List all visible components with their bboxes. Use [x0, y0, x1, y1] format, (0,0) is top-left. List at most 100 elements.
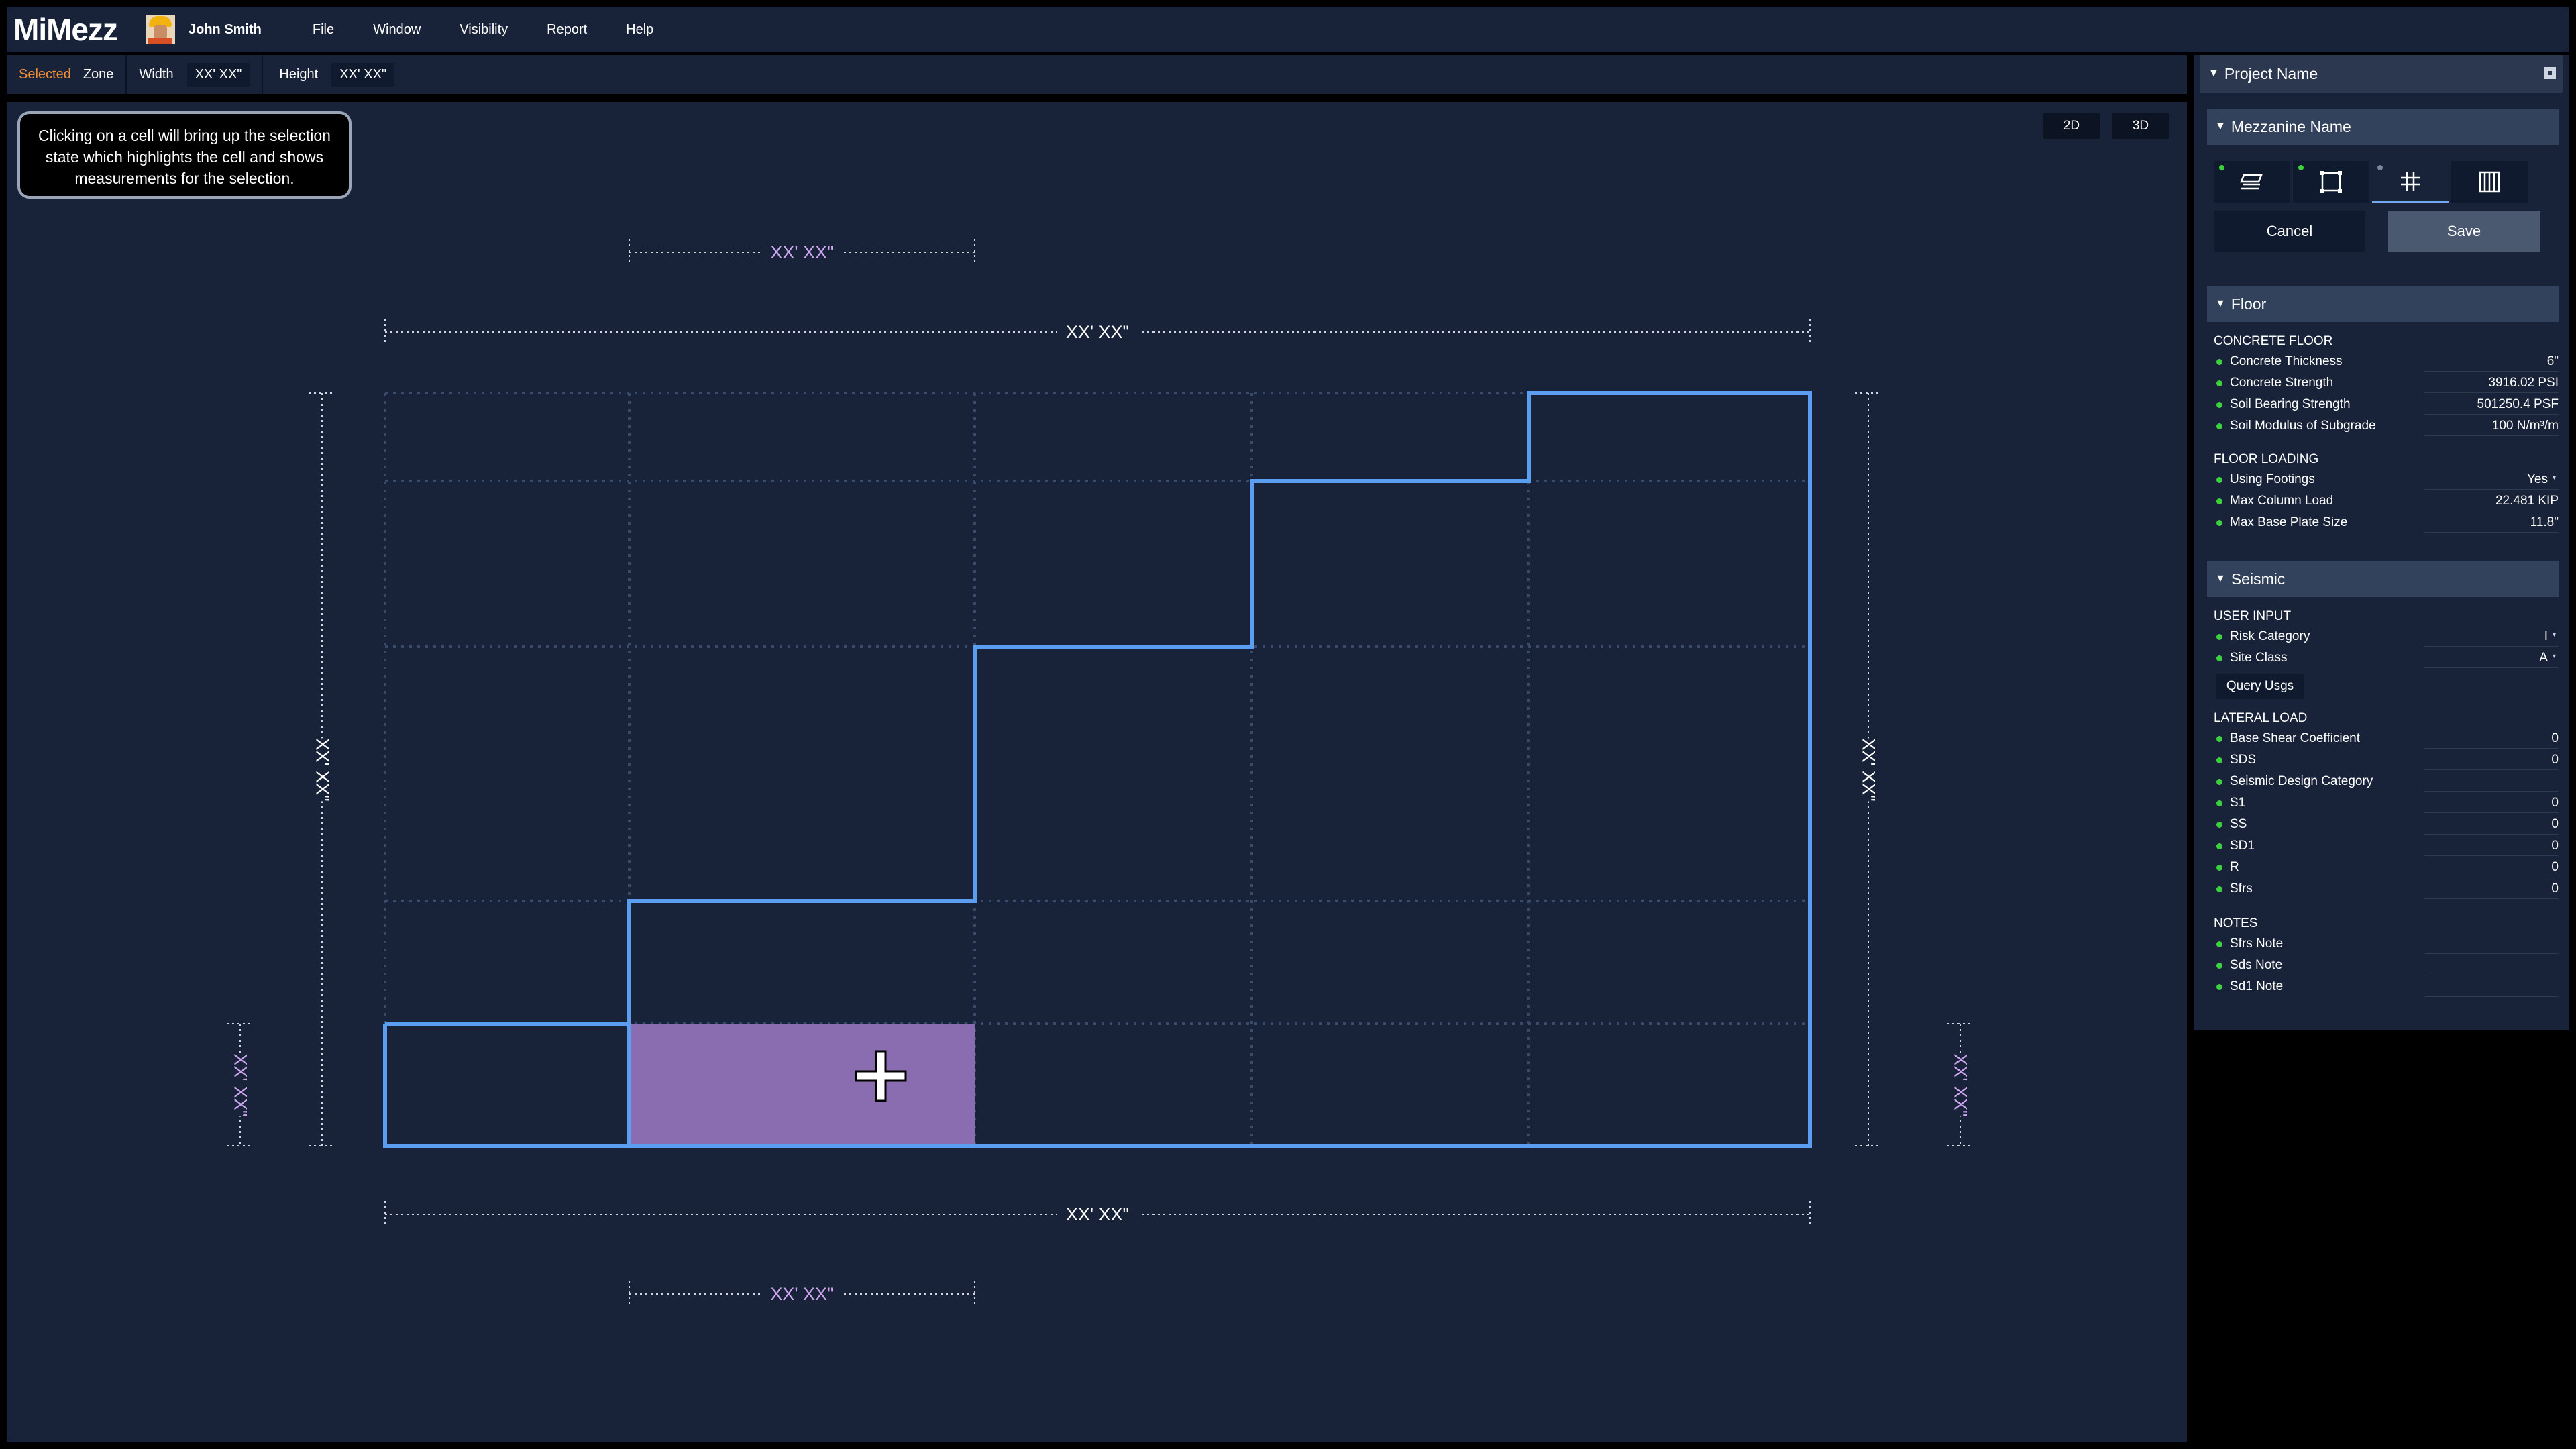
- dimension-lines: [309, 319, 1882, 1228]
- prop-value[interactable]: [2424, 773, 2559, 792]
- dropdown-caret-icon: ▾: [2552, 631, 2556, 639]
- prop-risk-category: Risk Category I ▾: [2216, 628, 2559, 648]
- menu-visibility[interactable]: Visibility: [460, 21, 508, 37]
- prop-select[interactable]: Yes ▾: [2424, 471, 2559, 490]
- grid-icon: [2401, 171, 2420, 191]
- view-2d-button[interactable]: 2D: [2043, 113, 2100, 139]
- seismic-title: Seismic: [2231, 570, 2286, 588]
- status-dot: [2216, 886, 2222, 892]
- mezzanine-name: Mezzanine Name: [2231, 117, 2351, 136]
- panel-close-icon[interactable]: [2544, 67, 2556, 79]
- prop-value[interactable]: 0: [2424, 730, 2559, 749]
- prop-base-shear: Base Shear Coefficient 0: [2216, 730, 2559, 750]
- prop-s1: S1 0: [2216, 794, 2559, 814]
- query-usgs-button[interactable]: Query Usgs: [2216, 674, 2304, 699]
- collapse-triangle-icon: ▼: [2215, 121, 2226, 132]
- prop-value[interactable]: 0: [2424, 794, 2559, 813]
- mezzanine-section: ▼ Mezzanine Name: [2207, 109, 2559, 260]
- tool-railing[interactable]: [2451, 161, 2528, 203]
- prop-value[interactable]: 0: [2424, 859, 2559, 877]
- properties-panel: ▼ Project Name ▼ Mezzanine Name: [2194, 55, 2569, 1030]
- status-dot: [2216, 941, 2222, 947]
- width-segment: Width XX' XX": [127, 55, 264, 94]
- seismic-header[interactable]: ▼ Seismic: [2207, 561, 2559, 597]
- mezzanine-header[interactable]: ▼ Mezzanine Name: [2207, 109, 2559, 145]
- menu-file[interactable]: File: [312, 21, 335, 37]
- lateral-load-label: LATERAL LOAD: [2214, 711, 2308, 725]
- dim-label-left-total: XX' XX": [302, 393, 342, 1146]
- prop-select[interactable]: I ▾: [2424, 628, 2559, 647]
- status-dot: [2216, 843, 2222, 849]
- zone-outline-path[interactable]: [383, 391, 1812, 1148]
- view-3d-button[interactable]: 3D: [2112, 113, 2169, 139]
- height-field[interactable]: XX' XX": [331, 62, 395, 87]
- prop-sds: SDS 0: [2216, 751, 2559, 771]
- menu-help[interactable]: Help: [626, 21, 654, 37]
- project-header[interactable]: ▼ Project Name: [2200, 55, 2563, 93]
- status-dot: [2216, 498, 2222, 504]
- cancel-button[interactable]: Cancel: [2214, 211, 2365, 252]
- prop-name: Sds Note: [2230, 958, 2283, 972]
- app-logo: MiMezz: [13, 12, 118, 47]
- prop-sfrs-note: Sfrs Note: [2216, 935, 2559, 955]
- zone-outline[interactable]: [383, 391, 1812, 1148]
- prop-value[interactable]: 22.481 KIP: [2424, 492, 2559, 511]
- concrete-floor-label: CONCRETE FLOOR: [2214, 334, 2333, 348]
- dropdown-caret-icon: ▾: [2552, 474, 2556, 482]
- prop-select[interactable]: A ▾: [2424, 649, 2559, 668]
- prop-name: Soil Bearing Strength: [2230, 397, 2351, 411]
- user-avatar[interactable]: [146, 15, 175, 44]
- prop-value[interactable]: [2424, 957, 2559, 975]
- prop-value[interactable]: 0: [2424, 816, 2559, 835]
- tool-grid[interactable]: [2372, 161, 2449, 203]
- menu-bar: MiMezz John Smith File Window Visibility…: [7, 7, 2569, 52]
- prop-concrete-strength: Concrete Strength 3916.02 PSI: [2216, 374, 2559, 394]
- prop-value[interactable]: 3916.02 PSI: [2424, 374, 2559, 393]
- floor-layers-icon: [2240, 174, 2263, 190]
- status-dot: [2216, 984, 2222, 990]
- prop-name: Site Class: [2230, 651, 2288, 665]
- prop-value[interactable]: [2424, 935, 2559, 954]
- prop-using-footings: Using Footings Yes ▾: [2216, 471, 2559, 491]
- status-dot: [2216, 423, 2222, 429]
- prop-value[interactable]: 0: [2424, 751, 2559, 770]
- prop-value[interactable]: 100 N/m³/m: [2424, 417, 2559, 436]
- prop-value[interactable]: 11.8": [2424, 514, 2559, 533]
- prop-sfrs: Sfrs 0: [2216, 880, 2559, 900]
- save-button[interactable]: Save: [2388, 211, 2540, 252]
- prop-site-class: Site Class A ▾: [2216, 649, 2559, 669]
- prop-value[interactable]: 0: [2424, 880, 2559, 899]
- menu-report[interactable]: Report: [547, 21, 588, 37]
- status-dot: [2216, 477, 2222, 483]
- tool-floor-layers[interactable]: [2214, 161, 2290, 203]
- status-dot: [2216, 359, 2222, 365]
- crosshair-cursor-icon: [855, 1050, 907, 1102]
- prop-name: Sfrs Note: [2230, 936, 2284, 951]
- mezzanine-tool-tabs: [2214, 161, 2545, 203]
- design-canvas[interactable]: XX' XX" XX' XX" XX' XX" XX' XX" XX' XX" …: [7, 102, 2187, 1442]
- dim-label-top-selection: XX' XX": [629, 239, 975, 266]
- outline-square-icon: [2320, 171, 2342, 193]
- width-field[interactable]: XX' XX": [186, 62, 250, 87]
- status-dot: [2216, 520, 2222, 526]
- floor-header[interactable]: ▼ Floor: [2207, 286, 2559, 322]
- prop-name: Concrete Strength: [2230, 376, 2334, 390]
- prop-value[interactable]: 501250.4 PSF: [2424, 396, 2559, 415]
- tool-outline[interactable]: [2293, 161, 2369, 203]
- menu-window[interactable]: Window: [373, 21, 421, 37]
- prop-name: Risk Category: [2230, 629, 2310, 643]
- prop-value[interactable]: 0: [2424, 837, 2559, 856]
- prop-name: SD1: [2230, 839, 2255, 853]
- selected-cell[interactable]: [629, 1024, 975, 1146]
- prop-name: Sfrs: [2230, 881, 2253, 896]
- prop-r: R 0: [2216, 859, 2559, 879]
- status-dot: [2216, 634, 2222, 640]
- user-name[interactable]: John Smith: [189, 21, 262, 37]
- prop-value[interactable]: [2424, 978, 2559, 997]
- prop-ss: SS 0: [2216, 816, 2559, 836]
- selected-value: Zone: [83, 66, 114, 82]
- grid-lines: [384, 392, 1810, 1146]
- prop-max-column-load: Max Column Load 22.481 KIP: [2216, 492, 2559, 513]
- dim-label-right-selection: XX' XX": [1940, 1024, 1980, 1146]
- prop-value[interactable]: 6": [2424, 353, 2559, 372]
